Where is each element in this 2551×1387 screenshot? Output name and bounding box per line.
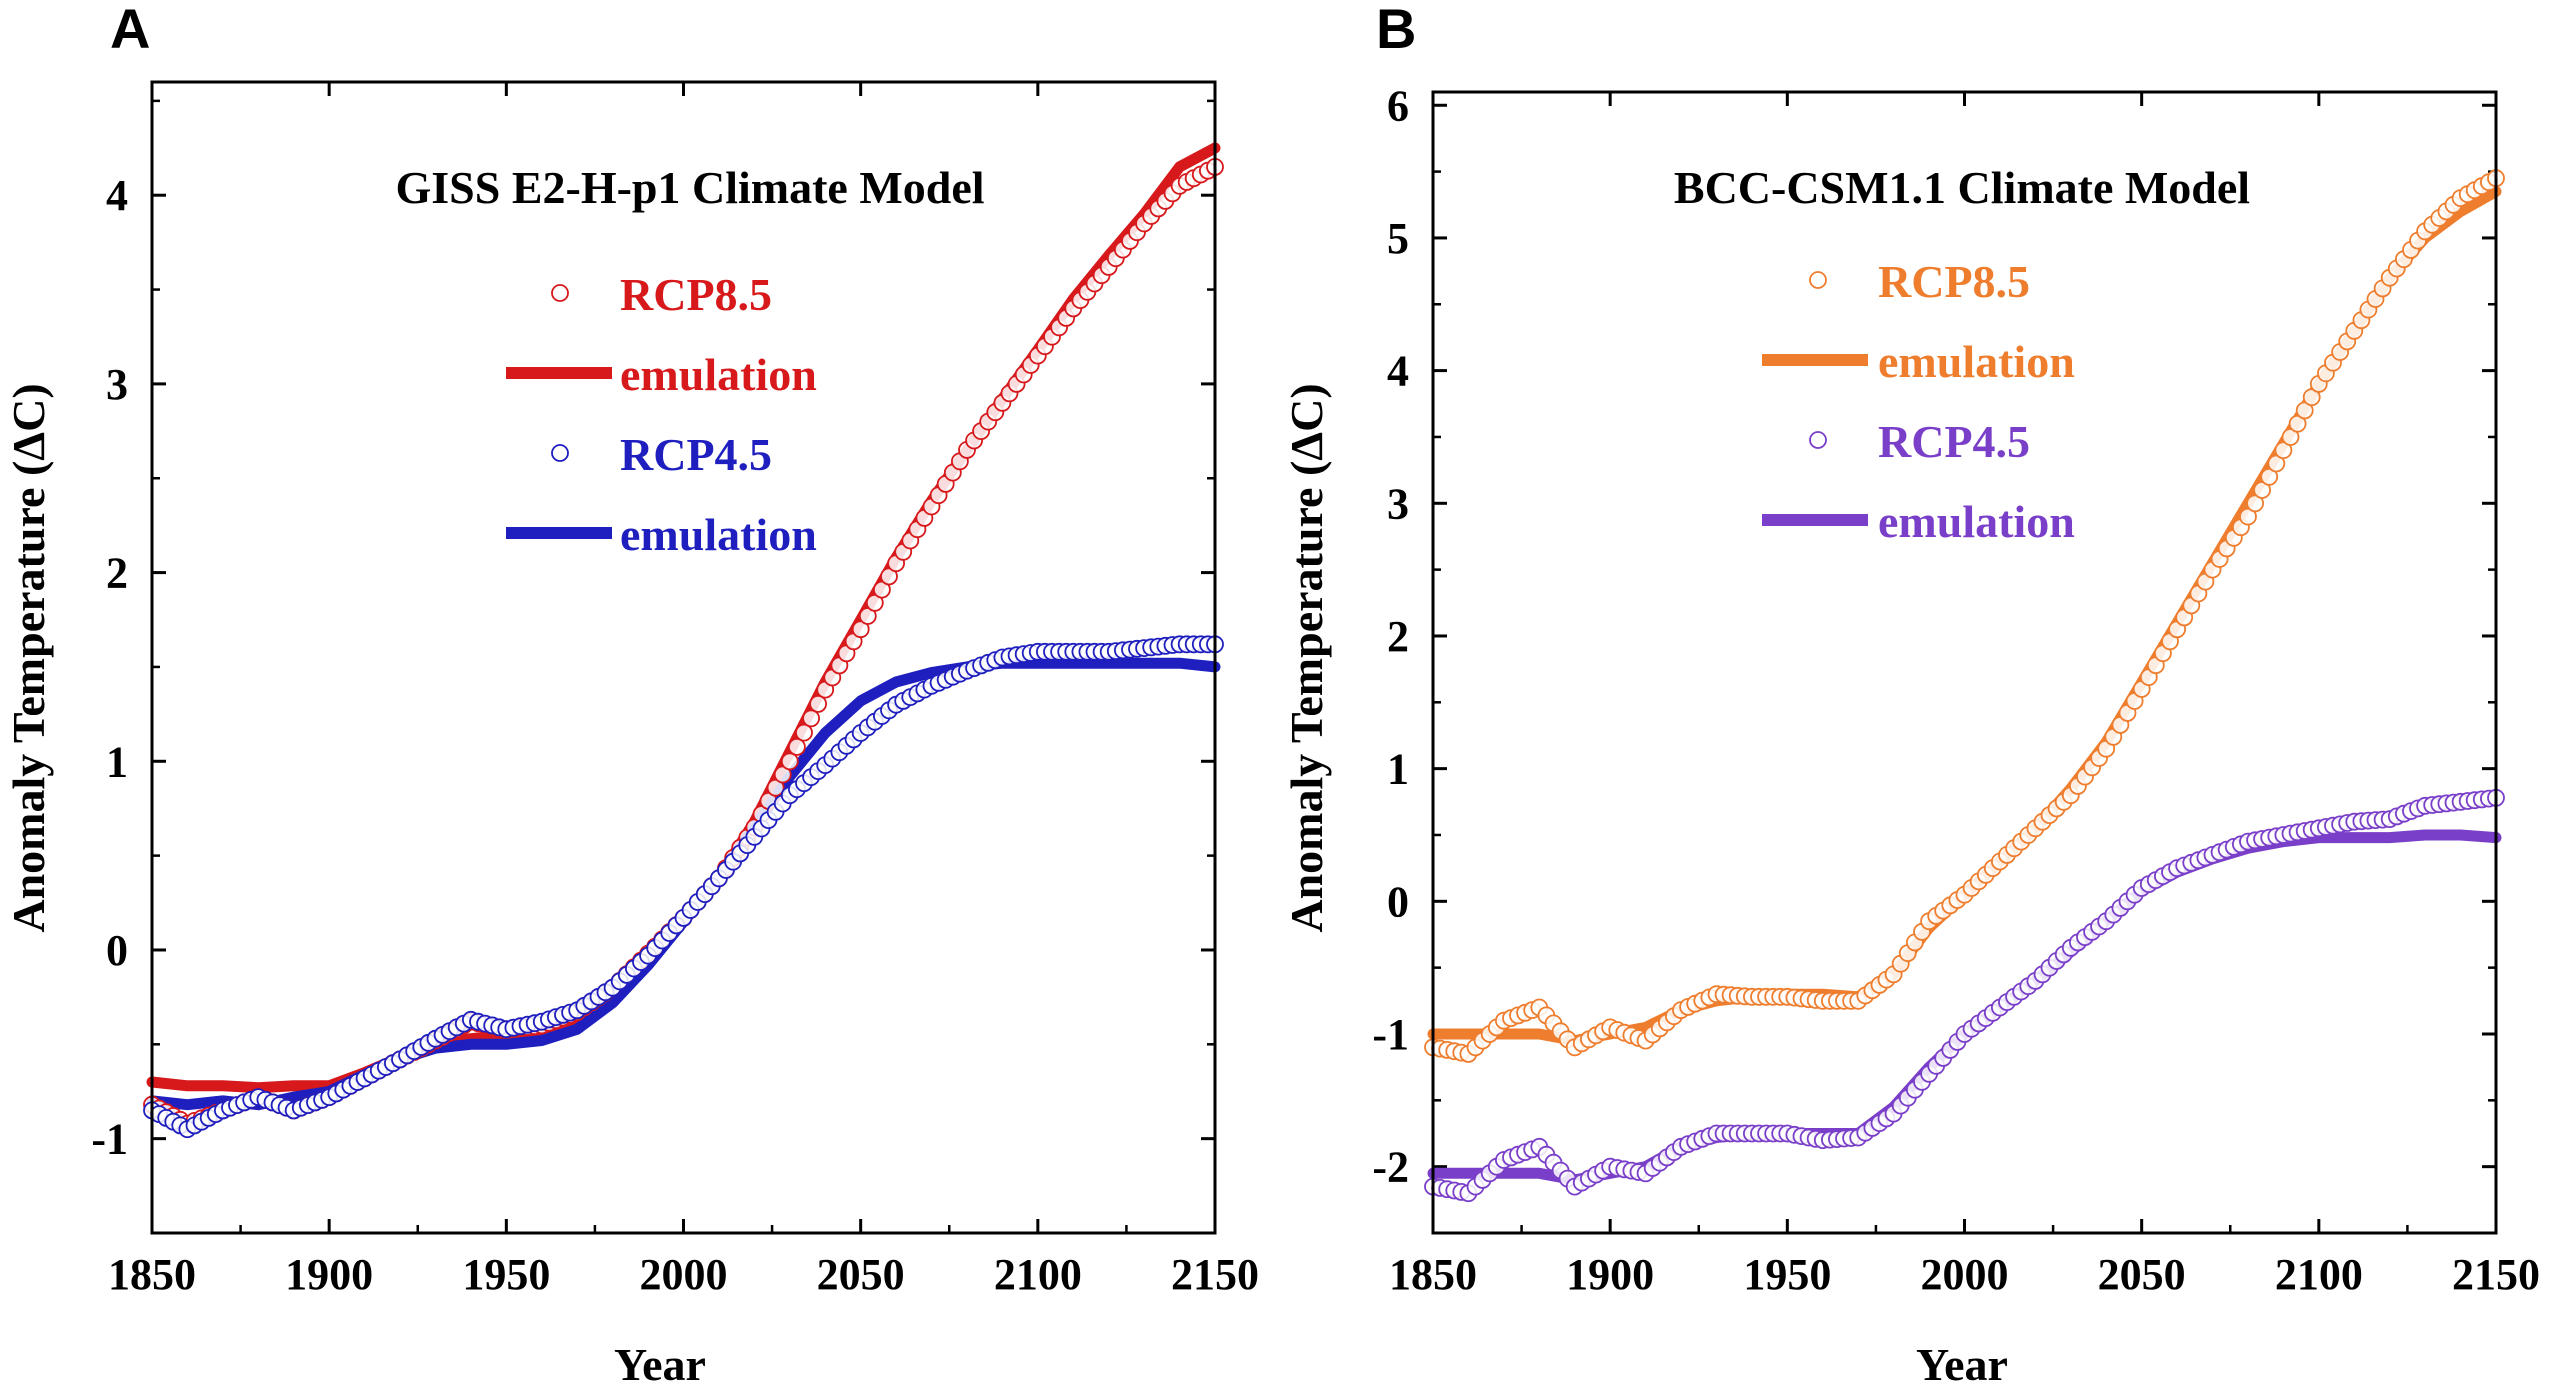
panel-b-ticks: 1850 1900 1950 2000 2050 2100 2150 -2 -1 0 1 2 3 4 5 6 (1372, 81, 2540, 1299)
panel-b-legend-rcp85-marker (1809, 271, 1827, 289)
y-tick-label: 1 (1387, 745, 1409, 794)
y-tick-label: 3 (106, 360, 128, 409)
panel-a-legend-rcp85-marker (551, 284, 569, 302)
x-tick-label: 1900 (1566, 1250, 1654, 1299)
x-tick-label: 2100 (2275, 1250, 2363, 1299)
panel-b: B 1850 1900 1950 2000 2050 2100 2150 -2 -1 0 1 2 3 4 5… (1281, 0, 2540, 1387)
panel-a-legend-rcp45-label: RCP4.5 (620, 429, 772, 480)
panel-a-legend-rcp85-label: RCP8.5 (620, 269, 772, 320)
y-tick-label: -1 (1372, 1010, 1409, 1059)
x-tick-label: 1900 (285, 1250, 373, 1299)
emulation-line (1427, 186, 2502, 1047)
y-tick-label: 4 (106, 171, 128, 220)
panel-a-legend-rcp85-emulation-label: emulation (620, 349, 817, 400)
data-point (809, 695, 827, 713)
emulation-line (146, 657, 1221, 1111)
y-tick-label: 4 (1387, 347, 1409, 396)
data-point (780, 752, 799, 771)
x-tick-label: 1850 (108, 1250, 196, 1299)
x-tick-label: 1850 (1389, 1250, 1477, 1299)
data-point (788, 738, 806, 756)
panel-a-y-axis-title: Anomaly Temperature (ΔC) (3, 383, 54, 932)
panel-a-letter: A (110, 0, 150, 60)
panel-a-plot-frame (150, 80, 1217, 1235)
panel-b-letter: B (1376, 0, 1416, 60)
panel-b-y-axis-title: Anomaly Temperature (ΔC) (1281, 383, 1332, 932)
panel-b-plot-frame (1431, 90, 2498, 1235)
panel-a-title: GISS E2-H-p1 Climate Model (395, 162, 984, 213)
y-tick-label: 0 (1387, 877, 1409, 926)
panel-a-x-axis-title: Year (614, 1339, 706, 1387)
y-tick-label: 2 (106, 549, 128, 598)
y-tick-label: -2 (1372, 1143, 1409, 1192)
y-tick-label: 5 (1387, 214, 1409, 263)
panel-a: A 1850 1900 1950 2000 2050 2100 2150 -1 0 1 2 3 4 GI… (3, 0, 1259, 1387)
panel-b-legend-rcp85-emulation-label: emulation (1878, 336, 2075, 387)
x-tick-label: 2100 (994, 1250, 1082, 1299)
x-tick-label: 1950 (1743, 1250, 1831, 1299)
y-tick-label: -1 (91, 1115, 128, 1164)
panel-b-x-axis-title: Year (1916, 1339, 2008, 1387)
x-tick-label: 2050 (817, 1250, 905, 1299)
panel-a-legend-rcp45-marker (551, 444, 569, 462)
y-tick-label: 1 (106, 737, 128, 786)
panel-a-legend: RCP8.5 emulation RCP4.5 emulation (506, 269, 817, 560)
x-tick-label: 2150 (1171, 1250, 1259, 1299)
y-tick-label: 0 (106, 926, 128, 975)
panel-a-ticks: 1850 1900 1950 2000 2050 2100 2150 -1 0 1 2 3 4 (91, 82, 1259, 1299)
x-tick-label: 2000 (640, 1250, 728, 1299)
panel-b-legend-rcp45-marker (1809, 431, 1827, 449)
panel-b-legend-rcp85-label: RCP8.5 (1878, 256, 2030, 307)
panel-b-legend: RCP8.5 emulation RCP4.5 emulation (1762, 256, 2075, 547)
x-tick-label: 2000 (1921, 1250, 2009, 1299)
x-tick-label: 2050 (2098, 1250, 2186, 1299)
data-point (802, 709, 820, 728)
x-tick-label: 2150 (2452, 1250, 2540, 1299)
y-tick-label: 3 (1387, 479, 1409, 528)
panel-a-legend-rcp45-emulation-label: emulation (620, 509, 817, 560)
y-tick-label: 2 (1387, 612, 1409, 661)
x-tick-label: 1950 (462, 1250, 550, 1299)
data-point (795, 723, 813, 742)
panel-b-legend-rcp45-emulation-label: emulation (1878, 496, 2075, 547)
panel-a-series (143, 142, 1224, 1139)
panel-b-series (1424, 169, 2505, 1203)
panel-b-title: BCC-CSM1.1 Climate Model (1674, 162, 2250, 213)
panel-b-legend-rcp45-label: RCP4.5 (1878, 416, 2030, 467)
y-tick-label: 6 (1387, 81, 1409, 130)
